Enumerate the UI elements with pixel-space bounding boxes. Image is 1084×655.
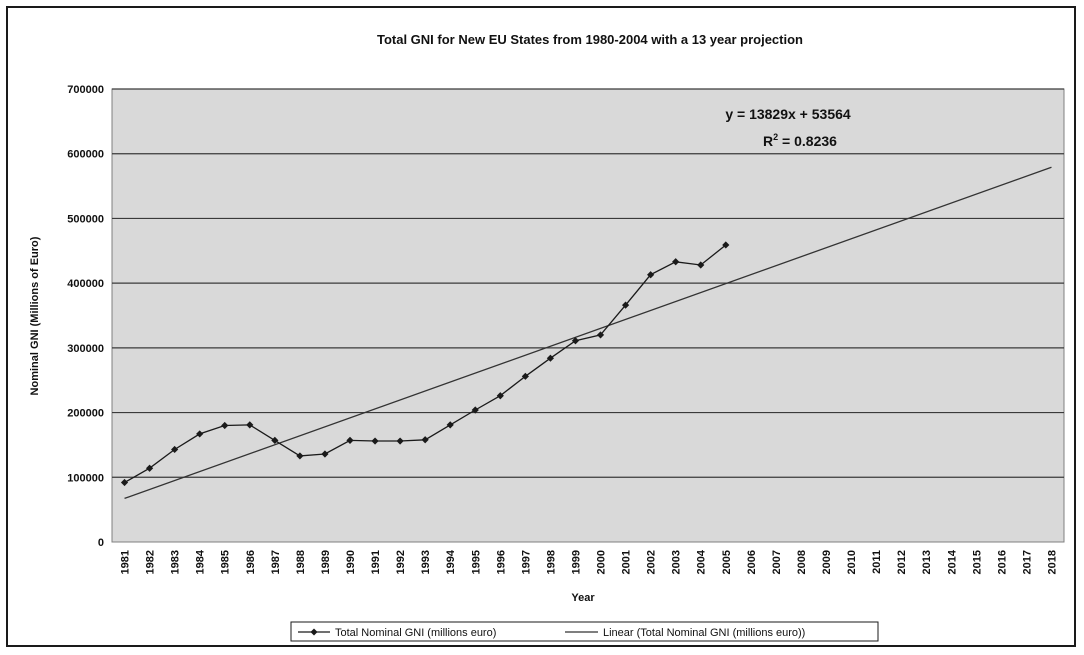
x-tick-label: 1992 [395, 550, 407, 574]
data-point [672, 258, 680, 266]
x-tick-label: 2009 [821, 550, 833, 574]
x-tick-label: 2002 [646, 550, 658, 574]
data-point [346, 436, 354, 444]
data-point [697, 261, 705, 269]
x-tick-label: 2015 [971, 550, 983, 574]
plot-area [111, 88, 1065, 543]
series-group [120, 241, 730, 487]
x-tick-label: 2018 [1046, 550, 1058, 574]
x-tick-label: 2003 [671, 550, 683, 574]
gridlines [112, 88, 1064, 478]
y-tick-label: 300000 [67, 343, 104, 355]
x-tick-label: 2004 [696, 549, 708, 574]
data-point [171, 445, 179, 454]
x-tick-label: 1984 [195, 549, 207, 574]
data-point [521, 372, 529, 380]
x-tick-label: 2000 [596, 550, 608, 574]
data-point [396, 437, 404, 445]
y-tick-label: 100000 [67, 472, 104, 484]
x-tick-label: 1981 [120, 550, 132, 574]
data-point [496, 392, 504, 400]
x-tick-label: 2005 [721, 550, 733, 574]
x-tick-label: 2001 [621, 550, 633, 574]
data-point [596, 331, 605, 339]
data-point [221, 421, 229, 430]
x-tick-label: 1990 [345, 550, 357, 574]
legend: Total Nominal GNI (millions euro) Linear… [290, 621, 879, 642]
x-tick-label: 1995 [470, 550, 482, 574]
x-tick-label: 2006 [746, 550, 758, 574]
x-tick-label: 1989 [320, 550, 332, 574]
y-tick-label: 400000 [67, 278, 104, 290]
legend-series-label: Total Nominal GNI (millions euro) [335, 627, 496, 639]
data-point [371, 437, 379, 445]
data-point [296, 452, 304, 460]
x-tick-label: 2011 [871, 550, 883, 574]
data-point [120, 478, 129, 487]
y-tick-label: 500000 [67, 213, 104, 225]
data-point [145, 464, 154, 472]
x-tick-label: 1996 [495, 550, 507, 574]
r-squared-prefix: R [763, 133, 773, 149]
x-axis-title: Year [571, 592, 595, 604]
data-point [446, 421, 454, 429]
x-tick-label: 1982 [145, 550, 157, 574]
data-point [571, 337, 580, 345]
x-tick-label: 1986 [245, 550, 257, 574]
x-tick-label: 2007 [771, 550, 783, 574]
x-tick-label: 2014 [946, 549, 958, 574]
data-point [471, 406, 479, 414]
data-point [421, 436, 429, 444]
y-tick-label: 200000 [67, 408, 104, 420]
r-squared-label: R2 = 0.8236 [763, 132, 837, 149]
data-point [246, 421, 254, 429]
data-point [271, 436, 279, 444]
data-point [546, 354, 555, 362]
data-point [621, 301, 630, 309]
x-tick-label: 1985 [220, 550, 232, 574]
x-tick-label: 1998 [545, 550, 557, 574]
chart-title: Total GNI for New EU States from 1980-20… [377, 32, 803, 47]
x-tick-label: 2008 [796, 550, 808, 574]
x-tick-label: 1997 [520, 550, 532, 574]
x-tick-label: 2012 [896, 550, 908, 574]
x-tick-label: 1983 [170, 550, 182, 574]
legend-trendline-label: Linear (Total Nominal GNI (millions euro… [603, 627, 805, 639]
data-point [647, 271, 655, 279]
legend-series-marker [310, 628, 318, 636]
y-tick-label: 0 [98, 537, 104, 549]
y-tick-label: 600000 [67, 149, 104, 161]
x-tick-label: 2017 [1021, 550, 1033, 574]
x-tick-label: 1994 [445, 549, 457, 574]
x-tick-label: 1999 [570, 550, 582, 574]
trendline-equation: y = 13829x + 53564 [725, 106, 851, 122]
x-tick-label: 2016 [996, 550, 1008, 574]
data-point [196, 430, 204, 438]
r-squared-sup: 2 [773, 132, 778, 142]
x-tick-label: 1993 [420, 550, 432, 574]
x-tick-label: 2010 [846, 550, 858, 574]
y-axis-title: Nominal GNI (Millions of Euro) [29, 236, 41, 395]
y-tick-label: 700000 [67, 84, 104, 96]
r-squared-value: = 0.8236 [778, 133, 837, 149]
data-point [722, 241, 730, 249]
x-tick-label: 1988 [295, 550, 307, 574]
x-tick-label: 1987 [270, 550, 282, 574]
data-point [321, 450, 329, 458]
x-tick-label: 1991 [370, 550, 382, 574]
x-axis-ticks: 1981 1982 1983 1984 1985 1986 1987 1988 1989 1990… [120, 549, 1059, 574]
y-axis-ticks: 0 100000 200000 300000 400000 500000 600000 700… [67, 84, 104, 549]
x-tick-label: 2013 [921, 550, 933, 574]
